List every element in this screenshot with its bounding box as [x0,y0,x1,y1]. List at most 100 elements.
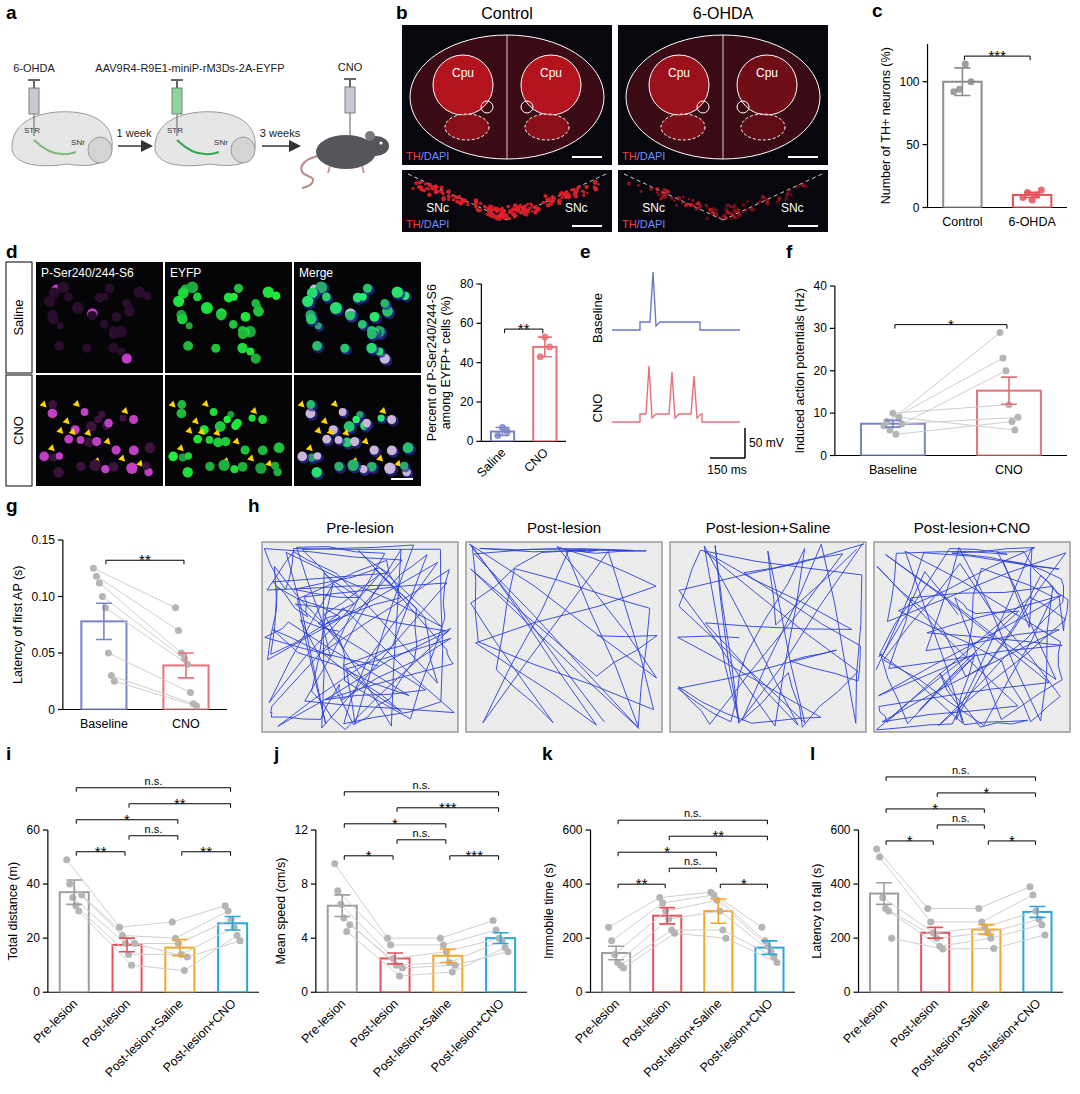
bar [861,424,925,456]
th-cell [427,192,432,197]
y-tick [43,992,48,993]
y-tick-label: 0 [576,985,583,999]
bar [653,916,681,993]
bar-chart: 0200400600Pre-lesionPost-lesionPost-lesi… [810,764,1063,1080]
data-point [187,689,194,696]
th-cell [511,207,515,211]
cell [177,314,188,325]
error-bar [334,895,350,917]
th-cell [681,201,684,204]
panel-letter: i [6,743,11,764]
bar-chart: 0200400600Pre-lesionPost-lesionPost-lesi… [542,807,795,1080]
data-point [504,428,511,435]
movement-track [876,548,1068,730]
nucleus [401,462,411,472]
paired-line [937,933,988,938]
midbrain-section-image: SNcSNcTH/DAPI [618,170,828,232]
y-tick-label: 8 [301,877,308,891]
region-label: SNc [642,201,665,215]
data-point [898,420,905,427]
movement-track [678,544,864,727]
data-point [1038,921,1045,928]
arrowhead-pointer [40,401,47,408]
cell [335,436,343,444]
panel-letter: j [273,743,279,764]
data-point [490,917,497,924]
bar-chart: 0204060Pre-lesionPost-lesionPost-lesion+… [6,775,259,1080]
nucleus [307,401,318,412]
interval-label: 3 weeks [260,127,301,139]
arrowhead-pointer [213,429,220,436]
significance-label: * [366,847,372,864]
th-cell [655,187,659,191]
error-bar [761,941,777,955]
th-cell [627,182,631,186]
paired-line [669,911,720,919]
scale-bar-horizontal [710,457,745,459]
x-tick-label: Pre-lesion [841,996,891,1046]
stain-label: TH/DAPI [622,218,665,230]
paired-line [979,887,1030,909]
th-cell [597,183,600,186]
x-tick-label: Pre-lesion [573,996,623,1046]
th-cell [412,187,415,190]
trace-label: Baseline [590,293,605,343]
y-tick-label: 200 [831,931,851,945]
th-cell [730,212,733,215]
th-cell [766,199,770,203]
significance-label: *** [465,847,483,864]
x-tick-label: Pre-lesion [31,996,81,1046]
y-tick [58,539,63,540]
boundary-line [624,174,723,220]
th-cell [673,199,676,202]
significance-label: n.s. [145,775,163,787]
data-point [346,921,353,928]
paired-line [982,895,1033,922]
y-tick-label: 0.10 [32,590,56,604]
nucleus [367,343,379,355]
th-cell [550,199,554,203]
paired-line [893,405,1009,413]
th-cell [475,208,478,211]
error-bar [954,68,970,96]
plot-marks [60,856,247,992]
th-cell [562,192,564,194]
paired-line [621,930,672,965]
arrowhead-pointer [331,400,338,407]
significance-label: ** [200,843,212,860]
y-tick [854,829,859,830]
y-tick [476,401,481,402]
data-point [334,887,341,894]
paired-line [172,906,225,922]
stain-dapi: /DAPI [421,150,450,162]
paired-line [726,938,777,962]
significance-label: n.s. [413,827,431,839]
data-point [987,935,994,942]
y-axis-title: Induced action potentials (Hz) [793,288,807,453]
data-point [440,941,447,948]
th-cell [649,186,653,190]
th-cell [461,198,464,201]
paired-line [455,952,508,966]
mouse-eye [379,141,382,144]
data-point [93,573,100,580]
bar [533,347,556,441]
th-cell [567,193,571,197]
column-title: 6-OHDA [693,5,754,22]
plot-marks [870,845,1051,992]
th-cell [677,196,682,201]
th-cell [547,197,550,200]
nucleus [335,437,345,447]
cell [274,442,285,453]
paired-line [711,892,762,927]
stain-dapi: /DAPI [637,218,666,230]
region-label: SNr [214,138,228,147]
data-point [1041,931,1048,938]
panel-letter: e [580,241,591,262]
scale-label: 150 ms [707,463,746,477]
y-tick [830,413,835,414]
y-tick-label: 400 [563,877,583,891]
paired-line [114,681,196,706]
arrowhead-pointer [121,407,128,414]
cell [101,465,109,473]
